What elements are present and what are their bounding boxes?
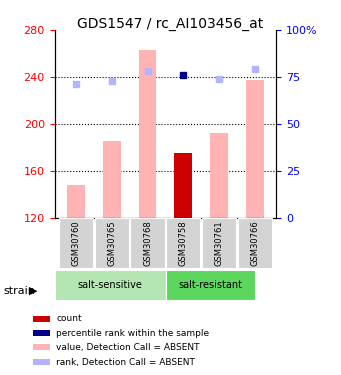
Text: value, Detection Call = ABSENT: value, Detection Call = ABSENT (56, 342, 200, 351)
Text: GSM30766: GSM30766 (250, 220, 259, 266)
Text: GDS1547 / rc_AI103456_at: GDS1547 / rc_AI103456_at (77, 17, 264, 31)
Bar (67, 185, 85, 218)
Bar (33, 316, 50, 322)
Text: GSM30758: GSM30758 (179, 220, 188, 266)
Bar (33, 344, 50, 350)
Text: ▶: ▶ (29, 286, 38, 296)
Text: rank, Detection Call = ABSENT: rank, Detection Call = ABSENT (56, 358, 195, 367)
Bar (94, 218, 129, 268)
Text: salt-resistant: salt-resistant (178, 280, 242, 290)
Bar (55, 270, 166, 300)
Bar (202, 218, 236, 268)
Bar (174, 153, 192, 218)
Bar (166, 270, 255, 300)
Bar (59, 218, 93, 268)
Bar (33, 330, 50, 336)
Text: GSM30765: GSM30765 (107, 220, 116, 266)
Text: percentile rank within the sample: percentile rank within the sample (56, 328, 210, 338)
Bar (238, 218, 272, 268)
Text: strain: strain (3, 286, 35, 296)
Text: GSM30768: GSM30768 (143, 220, 152, 266)
Bar (166, 218, 201, 268)
Text: GSM30760: GSM30760 (72, 220, 80, 266)
Bar (210, 133, 228, 218)
Bar (138, 50, 157, 217)
Bar (33, 360, 50, 365)
Bar (130, 218, 165, 268)
Text: count: count (56, 315, 82, 324)
Text: GSM30761: GSM30761 (214, 220, 223, 266)
Bar (103, 141, 121, 218)
Text: salt-sensitive: salt-sensitive (77, 280, 143, 290)
Bar (246, 80, 264, 218)
